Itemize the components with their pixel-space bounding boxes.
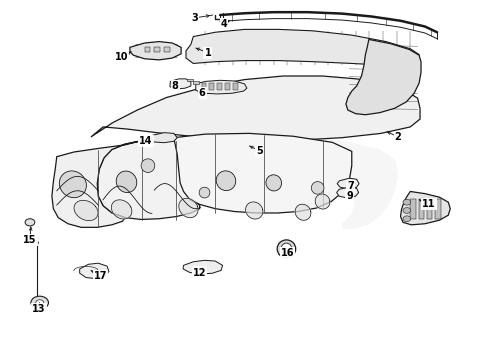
Text: 16: 16 (280, 248, 294, 258)
Text: 12: 12 (192, 267, 206, 278)
Ellipse shape (116, 171, 137, 193)
Polygon shape (144, 46, 150, 51)
Polygon shape (179, 198, 198, 218)
Polygon shape (97, 138, 199, 220)
Polygon shape (336, 178, 358, 189)
Polygon shape (111, 200, 132, 219)
Text: 3: 3 (191, 13, 198, 23)
Polygon shape (91, 76, 419, 140)
Text: 4: 4 (220, 19, 227, 29)
Polygon shape (209, 83, 214, 90)
Ellipse shape (141, 159, 155, 172)
Ellipse shape (199, 187, 209, 198)
Polygon shape (154, 46, 160, 51)
Text: 7: 7 (346, 181, 353, 192)
Text: 6: 6 (198, 88, 205, 98)
Polygon shape (84, 134, 397, 229)
Text: 2: 2 (394, 132, 401, 142)
Polygon shape (185, 30, 418, 65)
Polygon shape (173, 134, 351, 213)
Polygon shape (52, 140, 142, 227)
Polygon shape (80, 263, 109, 279)
Ellipse shape (277, 240, 295, 258)
Text: 15: 15 (23, 235, 37, 245)
Text: 13: 13 (32, 304, 45, 314)
Circle shape (402, 216, 410, 222)
Polygon shape (336, 187, 358, 198)
Polygon shape (409, 199, 415, 220)
Text: 10: 10 (115, 52, 128, 62)
Text: 8: 8 (171, 81, 178, 91)
Polygon shape (434, 199, 440, 220)
Polygon shape (151, 133, 177, 143)
Polygon shape (201, 83, 206, 90)
Polygon shape (418, 199, 423, 220)
Polygon shape (217, 83, 222, 90)
Polygon shape (426, 199, 431, 220)
Circle shape (402, 208, 410, 213)
Text: 14: 14 (139, 136, 152, 146)
Polygon shape (345, 40, 420, 115)
Polygon shape (232, 83, 237, 90)
Polygon shape (400, 192, 449, 225)
Circle shape (36, 300, 43, 306)
Polygon shape (195, 80, 246, 94)
Text: 1: 1 (204, 48, 211, 58)
Circle shape (31, 296, 48, 309)
Ellipse shape (311, 181, 324, 194)
Ellipse shape (265, 175, 281, 191)
Text: 17: 17 (94, 271, 107, 281)
Text: 11: 11 (421, 199, 435, 210)
Polygon shape (245, 202, 263, 219)
Polygon shape (193, 81, 199, 84)
Polygon shape (186, 78, 192, 81)
Polygon shape (315, 194, 329, 209)
Polygon shape (169, 79, 190, 89)
Polygon shape (224, 83, 229, 90)
Polygon shape (183, 260, 222, 274)
Ellipse shape (216, 171, 235, 190)
Polygon shape (74, 200, 98, 221)
Polygon shape (130, 41, 181, 60)
Text: 5: 5 (255, 145, 262, 156)
Circle shape (25, 219, 35, 226)
Ellipse shape (59, 171, 86, 198)
Polygon shape (163, 46, 169, 51)
Ellipse shape (281, 243, 291, 255)
Circle shape (402, 199, 410, 205)
Polygon shape (295, 204, 310, 220)
Text: 9: 9 (346, 191, 352, 201)
